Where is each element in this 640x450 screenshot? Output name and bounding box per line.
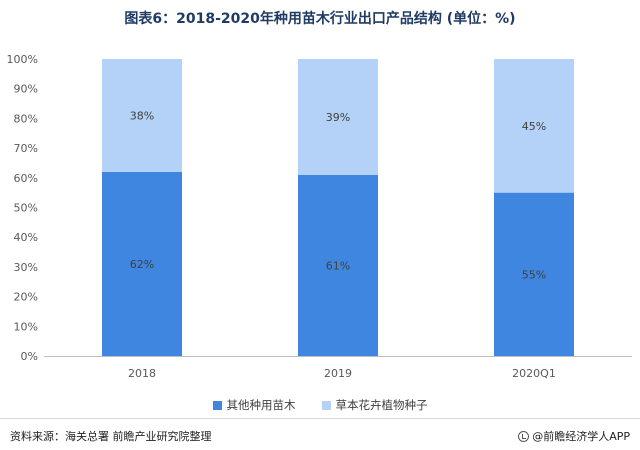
legend-label-other-seedlings: 其他种用苗木 xyxy=(226,398,296,412)
data-label: 38% xyxy=(130,109,154,122)
y-tick-label: 10% xyxy=(14,320,38,333)
y-tick-label: 20% xyxy=(14,291,38,304)
legend-swatch-herb-flower-seeds xyxy=(321,400,331,410)
bar-group: 62% 38% 61% 39% 55% 45% xyxy=(102,59,574,356)
x-tick-label: 2018 xyxy=(128,367,156,380)
stacked-bar-chart: 0% 10% 20% 30% 40% 50% 60% 70% 80% 90% 100% 62% 38%… xyxy=(7,53,632,380)
bar-segment xyxy=(494,192,574,356)
y-tick-label: 40% xyxy=(14,231,38,244)
data-label: 62% xyxy=(130,258,154,271)
data-label: 39% xyxy=(326,111,350,124)
bar-segment xyxy=(298,59,378,175)
legend-item-other-seedlings: 其他种用苗木 xyxy=(212,397,296,413)
brand-logo-icon xyxy=(518,430,530,442)
y-tick-label: 50% xyxy=(14,202,38,215)
y-tick-label: 30% xyxy=(14,261,38,274)
y-tick-label: 90% xyxy=(14,83,38,96)
y-tick-label: 60% xyxy=(14,172,38,185)
legend-swatch-other-seedlings xyxy=(212,400,222,410)
x-tick-label: 2020Q1 xyxy=(512,367,556,380)
y-tick-label: 0% xyxy=(21,350,38,363)
legend: 其他种用苗木 草本花卉植物种子 xyxy=(0,397,640,413)
bar-segment xyxy=(494,59,574,193)
bar-segment xyxy=(102,59,182,172)
x-axis: 2018 2019 2020Q1 xyxy=(44,356,632,380)
source-note: 资料来源：海关总署 前瞻产业研究院整理 xyxy=(10,430,212,443)
bar-segment xyxy=(298,174,378,356)
chart-title: 图表6：2018-2020年种用苗木行业出口产品结构 (单位：%) xyxy=(124,11,516,27)
x-tick-label: 2019 xyxy=(324,367,352,380)
data-label: 55% xyxy=(522,268,546,281)
y-tick-label: 100% xyxy=(7,53,38,66)
legend-item-herb-flower-seeds: 草本花卉植物种子 xyxy=(321,397,428,413)
y-tick-label: 70% xyxy=(14,142,38,155)
data-label: 61% xyxy=(326,259,350,272)
bar-segment xyxy=(102,171,182,356)
legend-label-herb-flower-seeds: 草本花卉植物种子 xyxy=(335,398,428,412)
brand-credit: @前瞻经济学人APP xyxy=(518,428,630,444)
data-label: 45% xyxy=(522,120,546,133)
brand-text: @前瞻经济学人APP xyxy=(532,430,630,443)
y-axis: 0% 10% 20% 30% 40% 50% 60% 70% 80% 90% 100% xyxy=(7,53,38,363)
footer: 资料来源：海关总署 前瞻产业研究院整理 @前瞻经济学人APP xyxy=(0,418,640,450)
y-tick-label: 80% xyxy=(14,112,38,125)
